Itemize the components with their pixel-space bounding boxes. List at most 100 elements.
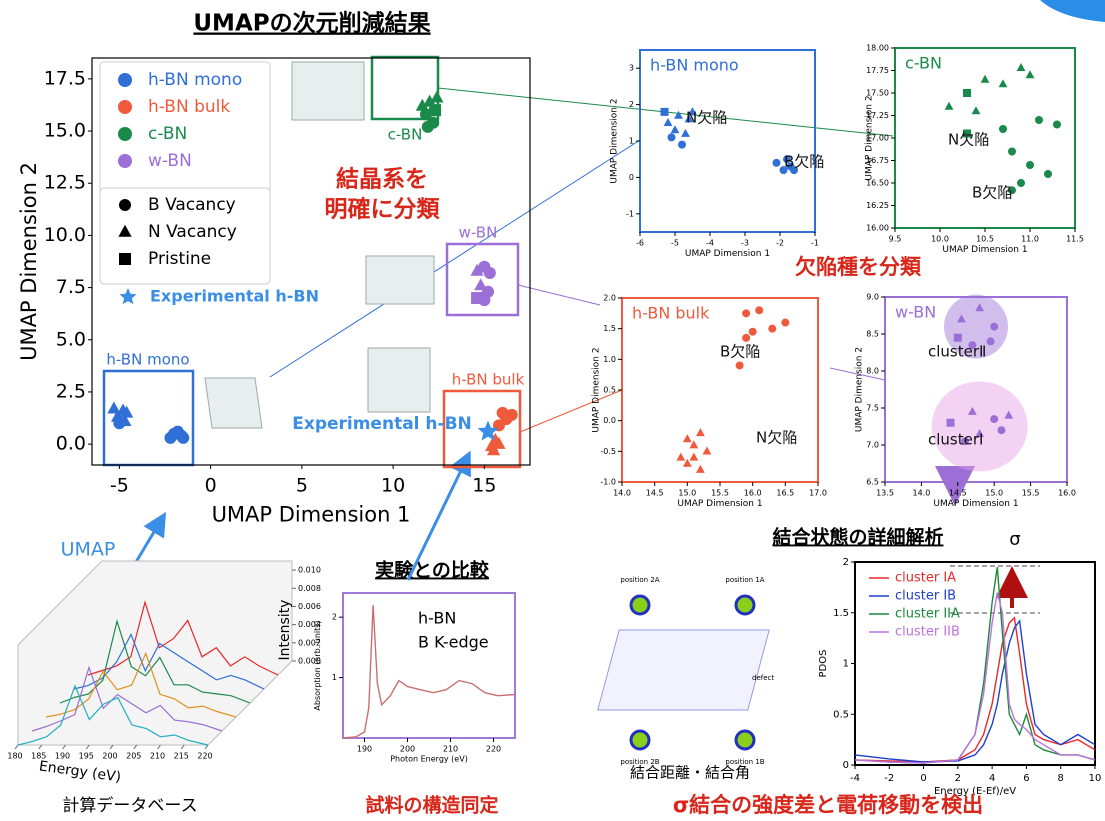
legend-label: cluster IA — [895, 571, 956, 586]
point — [768, 325, 776, 333]
annotation: 結晶系を — [336, 166, 428, 193]
annotation: 明確に分類 — [325, 196, 441, 223]
structure-image — [366, 256, 434, 304]
y-tick-label: 2 — [843, 557, 849, 568]
z-tick-label: 0.002 — [298, 638, 321, 647]
y-tick-label: 0 — [629, 173, 634, 182]
atom — [631, 731, 649, 749]
structure-image — [205, 378, 262, 428]
x-tick-label: 17.0 — [809, 489, 827, 498]
x-tick-label: 15.0 — [985, 489, 1003, 498]
point — [422, 121, 434, 133]
point — [689, 453, 698, 461]
y-tick-label: 6.5 — [866, 478, 879, 487]
x-tick — [110, 745, 113, 749]
x-tick-label: 10 — [381, 475, 405, 497]
y-tick-label: 7.5 — [866, 404, 879, 413]
y-axis-label: Absorption (arb. units) — [313, 620, 322, 710]
y-axis-label: UMAP Dimension 2 — [854, 347, 864, 432]
x-tick — [39, 745, 42, 749]
cluster-label: c-BN — [388, 126, 423, 144]
point — [1017, 179, 1025, 187]
x-tick-label: -1 — [811, 239, 819, 248]
annotation: Experimental h-BN — [292, 414, 472, 434]
point — [671, 125, 680, 133]
z-tick-label: 0.006 — [298, 602, 321, 611]
legend-label: cluster IB — [895, 589, 956, 604]
point — [990, 323, 998, 331]
annotation: B欠陥 — [972, 184, 1012, 202]
x-tick-label: 11.5 — [1066, 235, 1084, 244]
y-tick-label: -1.0 — [600, 478, 616, 487]
point — [773, 159, 781, 167]
x-tick-label: 14.5 — [949, 489, 967, 498]
x-tick-label: 10 — [1089, 773, 1102, 784]
legend-label: Pristine — [148, 249, 211, 269]
x-tick — [63, 745, 66, 749]
y-tick-label: 7.0 — [866, 441, 879, 450]
point — [678, 141, 686, 149]
legend-label: cluster IIB — [895, 625, 960, 640]
point — [703, 447, 712, 455]
legend-marker — [119, 253, 131, 265]
y-tick-label: 1.0 — [603, 355, 616, 364]
y-axis-label: UMAP Dimension 2 — [864, 95, 874, 180]
x-tick-label: 10.0 — [931, 235, 949, 244]
legend-marker — [118, 73, 132, 87]
x-tick-label: 220 — [197, 752, 212, 761]
y-tick-label: 7.5 — [56, 276, 86, 298]
connector — [270, 140, 640, 377]
x-tick-label: -4 — [706, 239, 714, 248]
x-axis-label: UMAP Dimension 1 — [685, 249, 770, 259]
y-tick-label: 2.0 — [603, 294, 616, 303]
y-tick-label: -1 — [626, 209, 634, 218]
y-tick-label: 5.0 — [56, 328, 86, 350]
x-tick — [86, 745, 89, 749]
point — [668, 133, 676, 141]
y-tick-label: 9.0 — [866, 293, 879, 302]
x-tick — [134, 745, 137, 749]
cluster-label: h-BN bulk — [452, 371, 525, 389]
y-tick-label: 2 — [629, 100, 634, 109]
point — [681, 129, 690, 137]
x-tick-label: 13.5 — [876, 489, 894, 498]
annotation: B欠陥 — [784, 153, 824, 171]
point — [954, 334, 962, 342]
y-tick-label: 1 — [629, 137, 634, 146]
x-tick-label: 8 — [1058, 773, 1064, 784]
legend-label: N Vacancy — [148, 222, 237, 242]
y-tick-label: 0.5 — [833, 709, 849, 720]
point — [742, 334, 750, 342]
y-tick-label: 1 — [843, 659, 849, 670]
y-tick-label: 0.0 — [56, 433, 86, 455]
point — [999, 125, 1007, 133]
panel-label: h-BN bulk — [632, 304, 710, 323]
x-tick — [205, 745, 208, 749]
y-tick-label: 8.0 — [866, 367, 879, 376]
point — [1053, 121, 1061, 129]
x-tick-label: 210 — [443, 745, 458, 754]
legend-label: h-BN mono — [148, 70, 242, 90]
x-axis-label: Energy (eV) — [38, 758, 122, 785]
y-axis-label: UMAP Dimension 2 — [17, 162, 41, 361]
x-axis-label: UMAP Dimension 1 — [212, 503, 411, 527]
legend-marker — [118, 100, 132, 114]
x-tick-label: 5 — [296, 475, 308, 497]
z-tick-label: 0.004 — [298, 620, 321, 629]
position-label: position 2A — [620, 576, 659, 584]
y-tick-label: 0.5 — [603, 386, 616, 395]
y-tick-label: 1.5 — [603, 324, 616, 333]
x-tick — [15, 745, 18, 749]
defect-label: defect — [752, 674, 774, 682]
legend-label: cluster IIA — [895, 607, 960, 622]
position-label: position 1A — [725, 576, 764, 584]
x-axis-label: Photon Energy (eV) — [390, 754, 468, 763]
legend-label: c-BN — [148, 124, 187, 144]
point — [742, 309, 750, 317]
x-tick-label: 9.5 — [889, 235, 902, 244]
page: UMAPの次元削減結果 欠陥種を分類 結合状態の詳細解析 σ 実験との比較 UM… — [0, 0, 1105, 821]
structure-image — [292, 62, 364, 120]
x-axis-label: UMAP Dimension 1 — [942, 245, 1027, 255]
y-tick-label: 18.00 — [866, 44, 889, 53]
x-tick-label: 2 — [955, 773, 961, 784]
